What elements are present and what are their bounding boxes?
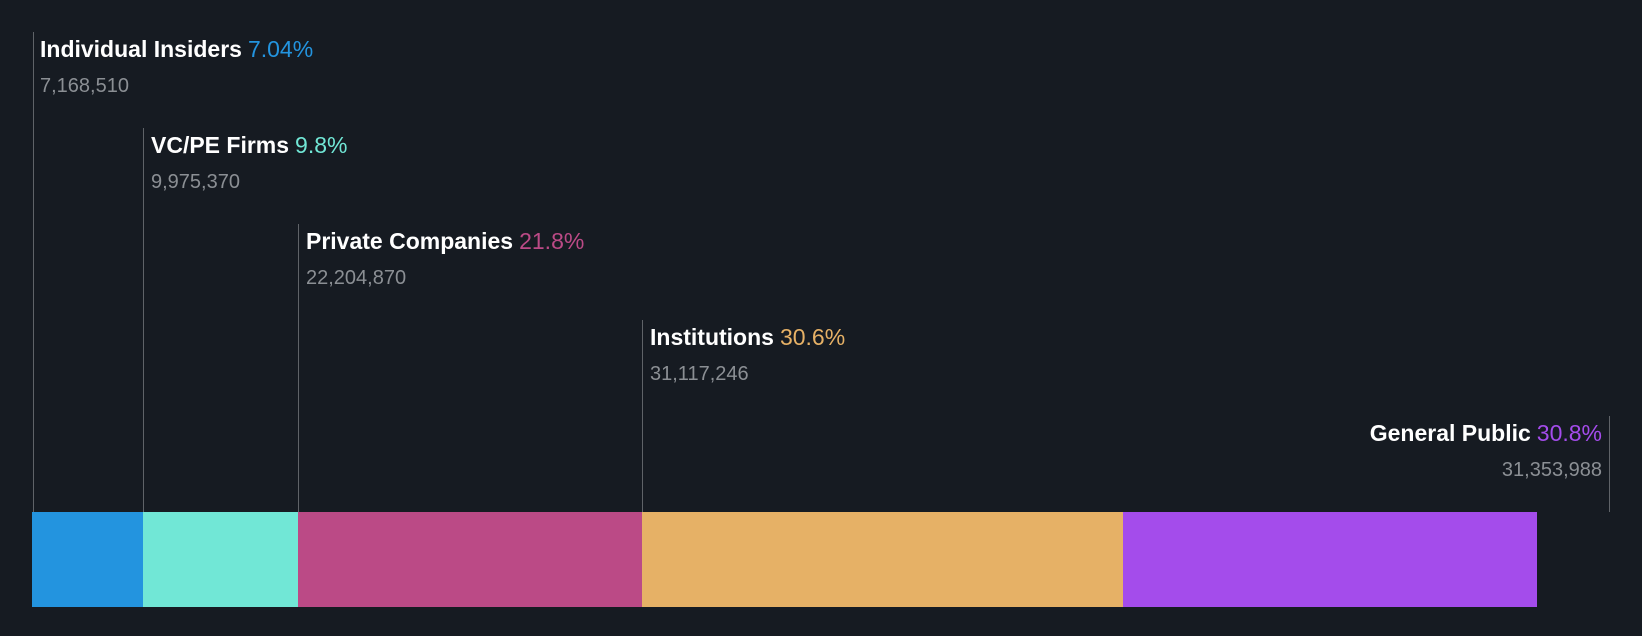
label-vcpe-firms: VC/PE Firms 9.8% 9,975,370: [151, 132, 347, 194]
segment-private-companies[interactable]: [298, 512, 642, 607]
segment-general-public[interactable]: [1123, 512, 1537, 607]
shares-value: 9,975,370: [151, 171, 240, 193]
shares-value: 31,353,988: [1501, 459, 1602, 481]
category-name: VC/PE Firms: [151, 132, 290, 158]
label-private-companies: Private Companies 21.8% 22,204,870: [306, 228, 584, 290]
category-name: Individual Insiders: [40, 36, 242, 62]
leader-line: [642, 320, 643, 512]
shares-value: 31,117,246: [650, 363, 749, 385]
percent-value: 30.8%: [1536, 420, 1602, 446]
label-individual-insiders: Individual Insiders 7.04% 7,168,510: [40, 36, 313, 98]
leader-line: [143, 128, 144, 512]
segment-institutions[interactable]: [642, 512, 1123, 607]
category-name: Institutions: [650, 324, 774, 350]
label-general-public: General Public 30.8% 31,353,988: [1370, 420, 1602, 482]
percent-value: 21.8%: [519, 228, 585, 254]
percent-value: 9.8%: [295, 132, 348, 158]
leader-line: [298, 224, 299, 512]
category-name: Private Companies: [306, 228, 514, 254]
percent-value: 30.6%: [779, 324, 846, 350]
leader-line: [33, 32, 34, 512]
segment-individual-insiders[interactable]: [32, 512, 143, 607]
shares-value: 7,168,510: [40, 75, 129, 97]
segment-vcpe-firms[interactable]: [143, 512, 298, 607]
label-institutions: Institutions 30.6% 31,117,246: [650, 324, 845, 386]
shares-value: 22,204,870: [306, 267, 407, 289]
percent-value: 7.04%: [247, 36, 314, 62]
category-name: General Public: [1369, 420, 1531, 446]
leader-line: [1609, 416, 1610, 512]
